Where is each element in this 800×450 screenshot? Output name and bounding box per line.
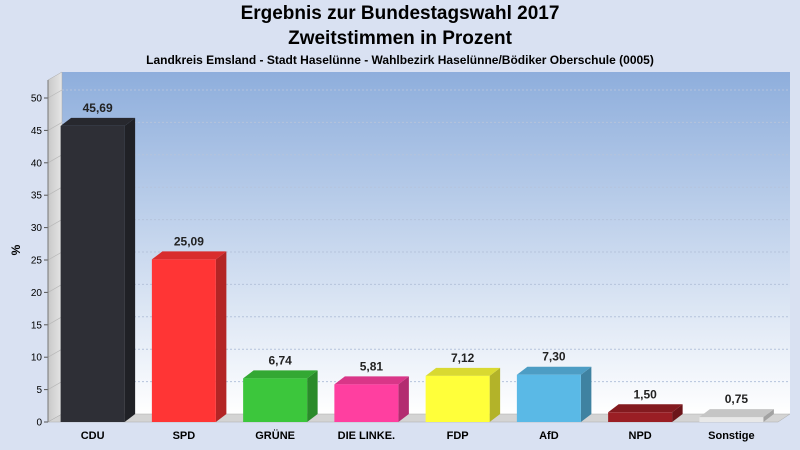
gridline-side <box>47 251 63 261</box>
value-labels: 45,69 25,09 6,74 5,81 7,12 7,30 1,50 0,75 <box>83 101 749 406</box>
category-label: SPD <box>173 430 196 442</box>
bar-spd <box>151 251 227 422</box>
left-wall <box>47 71 63 423</box>
bar-side <box>307 370 318 422</box>
bar-side <box>672 404 683 422</box>
gridline-side <box>47 122 63 131</box>
bar-grüne <box>243 370 318 422</box>
category-labels: CDU SPD GRÜNE DIE LINKE. FDP AfD NPD Sonstige <box>81 429 755 442</box>
gridline-side <box>47 316 63 326</box>
bar-npd <box>608 404 683 422</box>
y-tick-label: 20 <box>31 288 43 299</box>
back-wall <box>62 72 790 414</box>
y-tick-label: 0 <box>36 418 42 429</box>
chart-title: Ergebnis zur Bundestagswahl 2017 <box>240 3 560 24</box>
gridline-side <box>47 154 63 164</box>
bar-front <box>243 378 308 422</box>
bar-side <box>124 117 136 422</box>
value-label: 7,12 <box>451 351 475 365</box>
bar-fdp <box>425 367 501 422</box>
y-tick-label: 45 <box>31 126 43 137</box>
y-tick-label: 15 <box>31 320 43 331</box>
bar-top <box>699 409 774 418</box>
bar-front <box>699 417 764 422</box>
bar-side <box>580 366 592 422</box>
bar-side <box>489 367 501 422</box>
value-label: 1,50 <box>633 387 657 401</box>
category-label: NPD <box>629 430 652 442</box>
bar-front <box>334 384 399 422</box>
bars <box>60 117 774 422</box>
y-tick-label: 10 <box>31 353 43 364</box>
category-label: FDP <box>447 430 469 442</box>
bar-top <box>425 367 501 376</box>
chart-title-line-2: Zweitstimmen in Prozent <box>288 28 512 49</box>
y-tick-label: 30 <box>31 223 43 234</box>
bar-top <box>60 117 136 126</box>
bar-afd <box>516 366 592 422</box>
y-tick-label: 50 <box>31 94 43 105</box>
gridline-side <box>47 89 63 99</box>
y-tick-label: 25 <box>31 256 43 267</box>
bar-front <box>60 125 125 422</box>
gridline-side <box>47 348 63 358</box>
category-label: GRÜNE <box>255 429 295 442</box>
value-label: 45,69 <box>83 101 113 115</box>
gridline-side <box>47 219 63 228</box>
plot-background <box>47 71 791 423</box>
category-label: Sonstige <box>708 430 754 442</box>
bar-die-linke- <box>334 376 409 422</box>
bar-side <box>398 376 409 422</box>
bar-top <box>608 404 683 413</box>
category-label: DIE LINKE. <box>338 430 395 442</box>
y-tick-label: 35 <box>31 191 43 202</box>
gridline-side <box>47 381 63 390</box>
y-axis-ticks: 0 5 10 15 20 25 30 35 40 45 50 <box>31 80 49 429</box>
bar-front <box>425 375 490 422</box>
bar-side <box>763 409 774 422</box>
value-label: 0,75 <box>725 392 749 406</box>
bar-side <box>215 251 227 422</box>
value-label: 25,09 <box>174 234 204 248</box>
value-label: 6,74 <box>268 353 292 367</box>
gridline-side <box>47 284 63 293</box>
bar-top <box>151 251 227 260</box>
y-tick-label: 5 <box>36 385 42 396</box>
category-label: CDU <box>81 430 105 442</box>
category-label: AfD <box>539 430 559 442</box>
bar-front <box>151 259 216 422</box>
bar-top <box>516 366 592 375</box>
bar-sonstige <box>699 409 774 422</box>
bar-cdu <box>60 117 136 422</box>
bar-top <box>334 376 409 385</box>
gridline-side <box>47 186 63 196</box>
bar-top <box>243 370 318 379</box>
y-tick-label: 40 <box>31 158 43 169</box>
bar-front <box>608 412 673 422</box>
chart-subtitle: Landkreis Emsland - Stadt Haselünne - Wa… <box>146 53 654 67</box>
y-axis-label: % <box>9 244 23 255</box>
value-label: 5,81 <box>360 359 384 373</box>
value-label: 7,30 <box>542 350 566 364</box>
bar-front <box>516 374 581 422</box>
